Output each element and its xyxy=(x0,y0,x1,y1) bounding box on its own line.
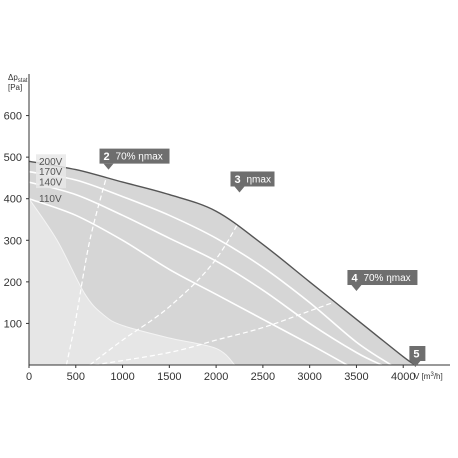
y-tick-label: 400 xyxy=(4,194,22,206)
marker-pointer xyxy=(351,285,362,292)
lower-boundary-line xyxy=(28,198,236,366)
y-tick-label: 100 xyxy=(4,318,22,330)
efficiency-curve-2 xyxy=(89,194,255,366)
efficiency-curve-1 xyxy=(65,169,110,366)
marker-2: 2 70% ηmax xyxy=(99,148,170,170)
x-tick-label: 3000 xyxy=(297,371,321,383)
axes: 0 500 1000 1500 2000 2500 3000 3500 400010020030… xyxy=(4,74,450,383)
y-tick-label: 200 xyxy=(4,277,22,289)
marker-number: 5 xyxy=(413,349,419,361)
plot-area xyxy=(28,160,416,366)
y-tick-label: 500 xyxy=(4,152,22,164)
marker-text: 70% ηmax xyxy=(363,273,410,284)
marker-number: 2 xyxy=(104,151,110,163)
series-label-170v: 170V xyxy=(39,167,63,178)
voltage-label-background xyxy=(36,154,66,189)
marker-text: ηmax xyxy=(247,174,271,185)
marker-4: 4 70% ηmax xyxy=(347,270,418,292)
marker-pointer xyxy=(103,163,114,170)
x-tick-label: 2500 xyxy=(251,371,275,383)
y-axis-unit: [Pa] xyxy=(8,83,22,92)
curve-110v xyxy=(28,197,348,366)
curve-200v xyxy=(28,160,416,366)
marker-box xyxy=(230,171,275,187)
x-tick-label: 1500 xyxy=(157,371,181,383)
marker-number: 3 xyxy=(235,174,241,186)
x-tick-label: 0 xyxy=(26,371,32,383)
marker-5: 5 xyxy=(409,346,426,367)
efficiency-curve-3 xyxy=(94,291,362,366)
series-label-140v: 140V xyxy=(39,178,63,189)
x-tick-label: 3500 xyxy=(344,371,368,383)
x-axis-title: V [m3/h] xyxy=(414,372,443,381)
marker-text: 70% ηmax xyxy=(116,152,163,163)
operating-envelope-area xyxy=(29,161,416,365)
marker-pointer xyxy=(234,186,245,193)
marker-box xyxy=(409,346,426,361)
x-tick-label: 4000 xyxy=(391,371,415,383)
y-tick-label: 600 xyxy=(4,111,22,123)
marker-box xyxy=(347,270,418,286)
series-label-200v: 200V xyxy=(39,157,63,168)
marker-pointer xyxy=(410,361,421,367)
x-tick-label: 500 xyxy=(67,371,85,383)
marker-number: 4 xyxy=(351,273,358,285)
y-axis-title: Δpstat xyxy=(8,73,28,84)
x-tick-label: 2000 xyxy=(204,371,228,383)
marker-3: 3 ηmax xyxy=(230,171,275,193)
series-label-110v: 110V xyxy=(39,194,62,205)
y-tick-label: 300 xyxy=(4,235,22,247)
curve-140v xyxy=(28,181,383,366)
marker-box xyxy=(99,148,170,164)
curve-170v xyxy=(28,170,392,366)
x-tick-label: 1000 xyxy=(110,371,134,383)
low-pressure-zone-area xyxy=(29,198,235,365)
